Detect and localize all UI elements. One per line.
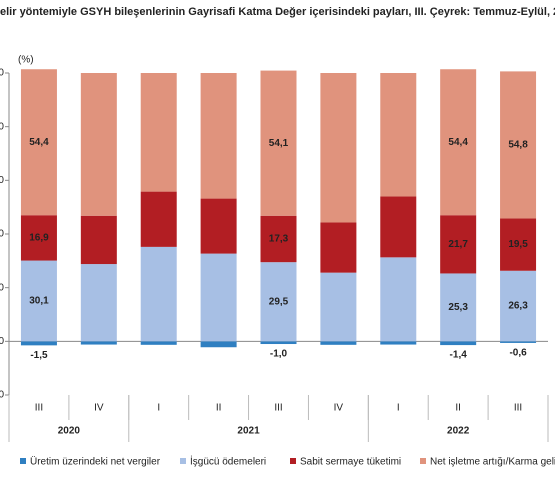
bar-segment (380, 196, 417, 258)
value-label: 19,5 (508, 239, 528, 250)
bar-segment (200, 341, 237, 348)
bar-segment (260, 262, 297, 342)
bar-segment (260, 341, 297, 345)
bar-segment (80, 73, 117, 216)
value-label: -1,4 (450, 350, 468, 361)
bar-segment (20, 69, 57, 216)
bar-segment (320, 272, 357, 342)
value-label: -1,0 (270, 349, 288, 360)
legend-label: Üretim üzerindeki net vergiler (30, 456, 161, 468)
x-tick-label: III (35, 403, 43, 414)
bar-segment (440, 341, 477, 346)
bar-segment (320, 73, 357, 223)
bar-segment (440, 273, 477, 342)
x-tick-label: I (157, 403, 160, 414)
bar-segment (140, 191, 177, 247)
bar-segment (260, 215, 297, 263)
x-tick-label: II (216, 403, 222, 414)
x-tick-label: IV (334, 403, 344, 414)
bar-segment (140, 246, 177, 342)
bar-segment (320, 341, 357, 345)
value-label: 54,4 (448, 137, 468, 148)
bar-segment (80, 264, 117, 342)
x-tick-label: IV (94, 403, 104, 414)
value-label: 16,9 (29, 233, 49, 244)
value-label: 21,7 (448, 239, 468, 250)
bar-segment (140, 341, 177, 345)
legend-swatch (290, 458, 296, 464)
value-label: 29,5 (269, 296, 289, 307)
bar-segment (500, 218, 537, 271)
bar-segment (380, 257, 417, 342)
bar-segment (380, 73, 417, 197)
bar-segment (200, 253, 237, 342)
y-tick-label: 0 (0, 336, 4, 347)
bar-segment (380, 341, 417, 345)
legend-swatch (20, 458, 26, 464)
legend-label: Sabit sermaye tüketimi (300, 457, 401, 468)
bar-segment (500, 341, 537, 343)
y-tick-label: 60 (0, 175, 4, 186)
bar-segment (140, 73, 177, 192)
legend-label: Net işletme artığı/Karma gelir (430, 457, 555, 468)
x-tick-label: II (455, 403, 461, 414)
x-tick-label: III (274, 403, 282, 414)
legend-label: İşgücü ödemeleri (190, 455, 266, 468)
y-tick-label: 20 (0, 282, 4, 293)
bar-segment (200, 73, 237, 199)
value-label: -1,5 (30, 350, 48, 361)
value-label: -0,6 (509, 348, 527, 359)
x-tick-label: III (514, 403, 522, 414)
bar-segment (440, 215, 477, 274)
value-label: 25,3 (448, 302, 468, 313)
value-label: 54,1 (269, 138, 289, 149)
bar-segment (20, 341, 57, 346)
bar-segment (320, 222, 357, 273)
value-label: 54,4 (29, 137, 49, 148)
y-tick-label: -20 (0, 390, 4, 401)
x-group-label: 2021 (237, 426, 260, 437)
chart-title: elir yöntemiyle GSYH bileşenlerinin Gayr… (0, 6, 555, 18)
bar-segment (260, 70, 297, 216)
x-tick-label: I (397, 403, 400, 414)
bar-segment (440, 69, 477, 216)
bar-segment (500, 270, 537, 342)
value-label: 26,3 (508, 301, 528, 312)
bar-segment (20, 215, 57, 261)
legend-swatch (180, 458, 186, 464)
value-label: 30,1 (29, 296, 49, 307)
y-tick-label: 100 (0, 68, 4, 79)
value-label: 17,3 (269, 234, 289, 245)
value-label: 54,8 (508, 140, 528, 151)
y-unit: (%) (18, 55, 34, 66)
x-group-label: 2022 (447, 426, 470, 437)
y-tick-label: 40 (0, 229, 4, 240)
bar-segment (20, 260, 57, 342)
y-tick-label: 80 (0, 121, 4, 132)
bar-segment (80, 341, 117, 345)
x-group-label: 2020 (58, 426, 81, 437)
legend-swatch (420, 458, 426, 464)
bar-segment (500, 71, 537, 219)
bar-segment (200, 198, 237, 254)
bar-segment (80, 215, 117, 265)
